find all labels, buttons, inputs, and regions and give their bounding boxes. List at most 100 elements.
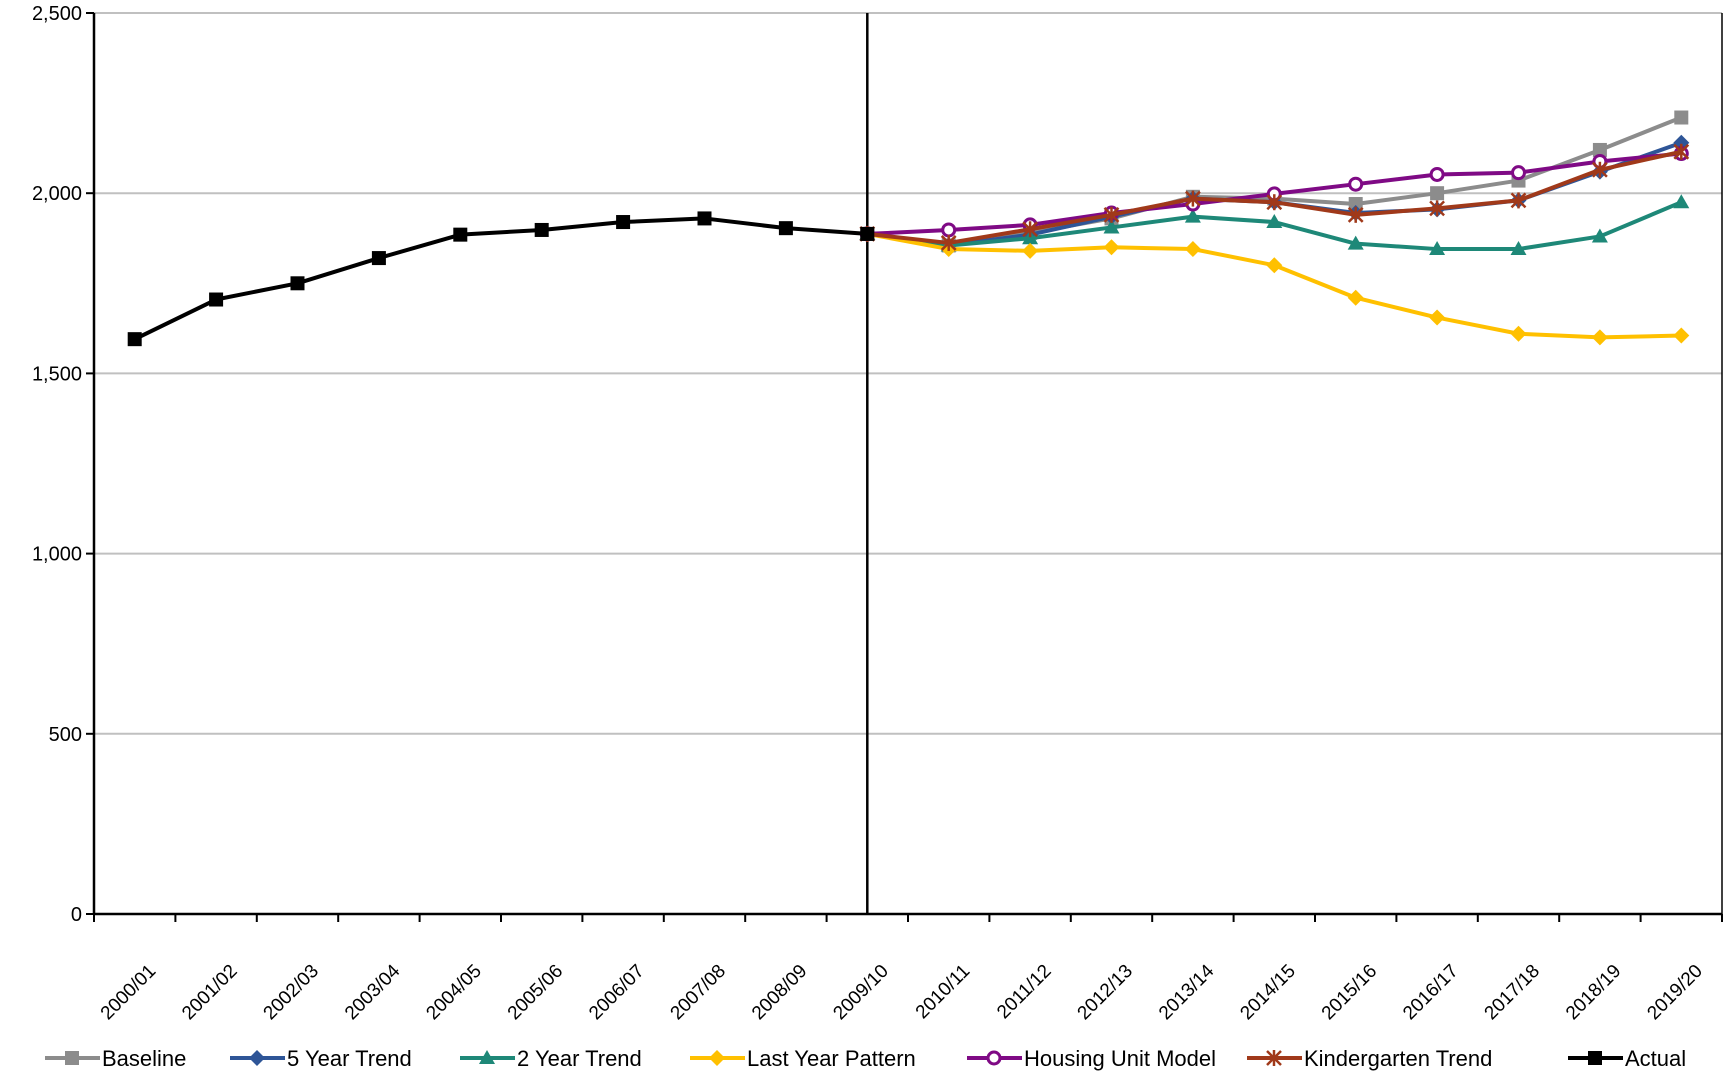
data-point bbox=[1429, 309, 1446, 326]
data-point bbox=[371, 251, 386, 266]
data-point bbox=[1184, 208, 1201, 223]
x-tick-label: 2000/01 bbox=[97, 961, 160, 1024]
x-tick-label: 2002/03 bbox=[260, 961, 323, 1024]
y-tick-label: 0 bbox=[71, 904, 82, 926]
x-tick-label: 2004/05 bbox=[422, 961, 485, 1024]
series-layer bbox=[127, 110, 1690, 347]
data-point bbox=[986, 1050, 1002, 1066]
data-point bbox=[1184, 241, 1201, 258]
x-tick-label: 2001/02 bbox=[178, 961, 241, 1024]
x-tick-label: 2008/09 bbox=[748, 961, 811, 1024]
legend-label: 5 Year Trend bbox=[287, 1046, 412, 1071]
x-tick-label: 2006/07 bbox=[585, 961, 648, 1024]
data-point bbox=[1430, 186, 1445, 201]
legend-label: Baseline bbox=[102, 1046, 186, 1071]
legend-label: 2 Year Trend bbox=[517, 1046, 642, 1071]
x-tick-label: 2013/14 bbox=[1155, 960, 1219, 1024]
y-tick-label: 1,500 bbox=[32, 363, 82, 385]
legend-label: Last Year Pattern bbox=[747, 1046, 916, 1071]
data-point bbox=[1511, 165, 1526, 181]
legend-item: Actual bbox=[1568, 1046, 1686, 1071]
data-point bbox=[1347, 235, 1364, 250]
data-point bbox=[1591, 228, 1608, 243]
x-tick-label: 2015/16 bbox=[1318, 961, 1381, 1024]
x-tick-label: 2017/18 bbox=[1481, 961, 1544, 1024]
data-point bbox=[1266, 1050, 1282, 1066]
data-point bbox=[1673, 143, 1690, 160]
legend-label: Actual bbox=[1625, 1046, 1686, 1071]
data-point bbox=[1510, 192, 1527, 209]
series-kindergarten-trend bbox=[859, 143, 1690, 251]
x-tick-label: 2018/19 bbox=[1562, 961, 1625, 1024]
data-point bbox=[697, 211, 712, 226]
gridlines bbox=[94, 12, 1722, 735]
data-point bbox=[209, 292, 224, 307]
data-point bbox=[1429, 200, 1445, 217]
data-point bbox=[534, 222, 549, 237]
y-tick-label: 2,500 bbox=[32, 3, 82, 25]
data-point bbox=[1592, 142, 1607, 157]
data-point bbox=[1591, 329, 1608, 346]
data-point bbox=[1266, 214, 1283, 229]
x-tick-label: 2011/12 bbox=[993, 961, 1055, 1023]
data-point bbox=[709, 1050, 725, 1066]
series-line bbox=[133, 216, 868, 341]
legend-item: Last Year Pattern bbox=[690, 1046, 916, 1071]
series-actual bbox=[127, 211, 875, 347]
legend-item: 5 Year Trend bbox=[230, 1046, 412, 1071]
data-point bbox=[479, 1050, 495, 1064]
data-point bbox=[65, 1051, 79, 1065]
data-point bbox=[1673, 327, 1690, 344]
data-point bbox=[453, 227, 468, 242]
data-point bbox=[1022, 242, 1039, 259]
data-point bbox=[1674, 110, 1689, 125]
data-point bbox=[1592, 161, 1608, 178]
data-point bbox=[290, 276, 305, 291]
y-tick-label: 2,000 bbox=[32, 183, 82, 205]
data-point bbox=[1103, 219, 1120, 234]
x-tick-label: 2003/04 bbox=[341, 960, 405, 1024]
data-point bbox=[1103, 239, 1120, 256]
series-last-year-pattern bbox=[859, 225, 1690, 346]
data-point bbox=[941, 222, 957, 238]
data-point bbox=[778, 221, 793, 236]
axes: 0 500 1,000 1,500 2,000 2,500 2000/01 2001/02 20… bbox=[32, 3, 1723, 1024]
x-tick-label: 2014/15 bbox=[1236, 961, 1299, 1024]
data-point bbox=[616, 215, 631, 230]
x-tick-label: 2007/08 bbox=[667, 961, 730, 1024]
x-tick-label: 2019/20 bbox=[1643, 961, 1706, 1024]
data-point bbox=[1266, 194, 1283, 211]
legend-item: Kindergarten Trend bbox=[1247, 1046, 1492, 1071]
data-point bbox=[1429, 166, 1445, 182]
data-point bbox=[1510, 241, 1527, 256]
data-point bbox=[127, 332, 142, 347]
legend-label: Kindergarten Trend bbox=[1304, 1046, 1492, 1071]
data-point bbox=[1347, 289, 1364, 306]
data-point bbox=[1266, 257, 1283, 274]
x-tick-label: 2016/17 bbox=[1399, 961, 1462, 1024]
x-tick-label: 2010/11 bbox=[912, 961, 974, 1023]
data-point bbox=[1022, 221, 1038, 238]
x-tick-label: 2005/06 bbox=[504, 961, 567, 1024]
data-point bbox=[249, 1050, 265, 1066]
data-point bbox=[1185, 190, 1201, 207]
legend-label: Housing Unit Model bbox=[1024, 1046, 1216, 1071]
data-point bbox=[940, 234, 957, 251]
data-point bbox=[1673, 194, 1690, 209]
data-point bbox=[1022, 230, 1039, 245]
x-tick-label: 2009/10 bbox=[829, 961, 892, 1024]
data-point bbox=[1510, 325, 1527, 342]
data-point bbox=[1347, 206, 1364, 223]
data-point bbox=[1103, 206, 1120, 223]
data-point bbox=[1429, 241, 1446, 256]
data-point bbox=[1348, 176, 1364, 192]
legend-item: Housing Unit Model bbox=[967, 1046, 1216, 1071]
series-line bbox=[866, 231, 1682, 340]
legend-item: 2 Year Trend bbox=[460, 1046, 642, 1071]
data-point bbox=[860, 226, 875, 241]
legend-item: Baseline bbox=[45, 1046, 186, 1071]
y-tick-label: 500 bbox=[49, 724, 82, 746]
legend: Baseline 5 Year Trend 2 Year Trend Last Yea… bbox=[45, 1046, 1686, 1071]
